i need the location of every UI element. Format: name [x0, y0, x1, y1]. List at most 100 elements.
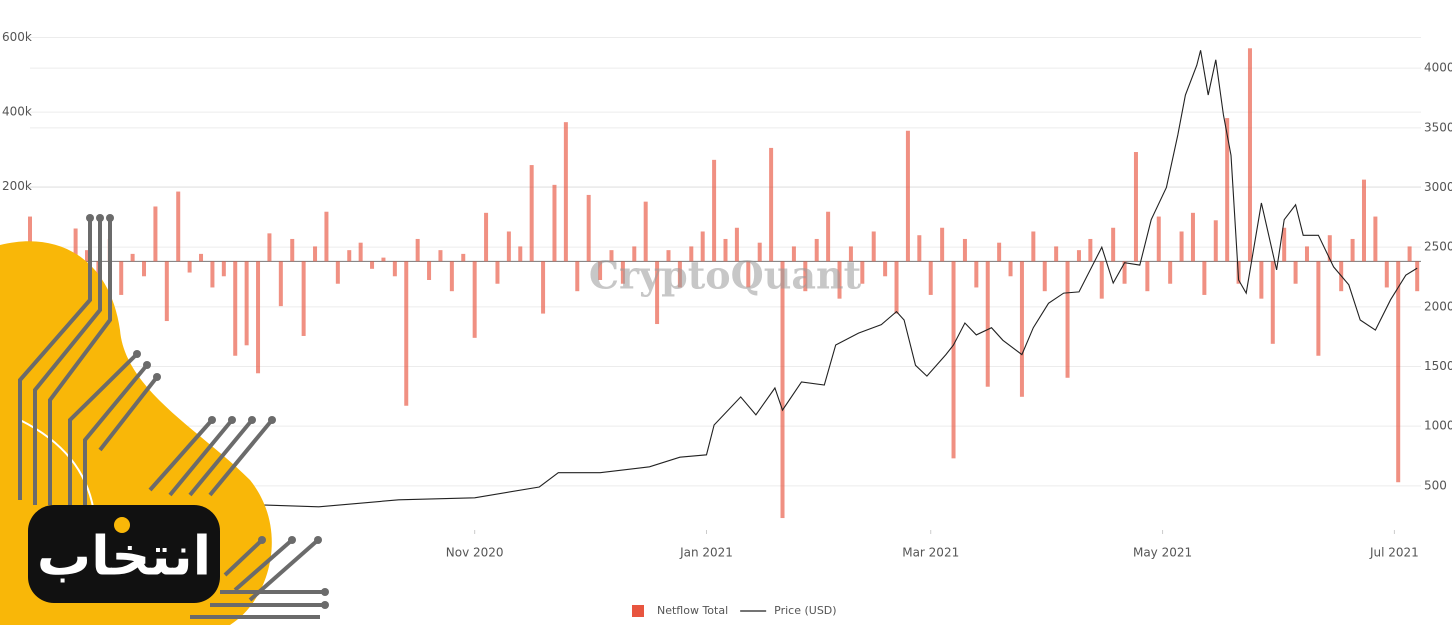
bar: [620, 261, 625, 284]
bar: [472, 261, 477, 338]
bar: [438, 250, 443, 262]
bar: [381, 257, 386, 262]
bar: [290, 238, 295, 262]
bar: [643, 201, 648, 262]
y2-tick-label: 1500: [1424, 359, 1452, 373]
bar: [153, 206, 158, 262]
bar: [1031, 231, 1036, 262]
bar: [1327, 235, 1332, 262]
bar: [1316, 261, 1321, 356]
bar: [586, 194, 591, 262]
bar: [1179, 231, 1184, 262]
bar: [1088, 238, 1093, 262]
bar: [871, 231, 876, 262]
bar: [666, 250, 671, 262]
bar: [746, 261, 751, 288]
bar: [404, 261, 409, 406]
bar: [461, 253, 466, 262]
logo: انتخاب: [0, 214, 329, 625]
bar: [1111, 227, 1116, 262]
y2-tick-label: 1000: [1424, 419, 1452, 433]
x-tick-label: Nov 2020: [446, 546, 504, 560]
bar: [1008, 261, 1013, 277]
bar: [940, 227, 945, 262]
logo-coin: [114, 517, 130, 533]
bar: [358, 242, 363, 262]
x-tick-label: Jul 2021: [1369, 546, 1419, 560]
y2-tick-label: 500: [1424, 478, 1447, 492]
bar: [119, 261, 124, 295]
bar: [73, 228, 78, 262]
bar: [392, 261, 397, 277]
bar: [1361, 179, 1366, 262]
bar: [256, 261, 261, 374]
bar: [655, 261, 660, 325]
bar: [415, 238, 420, 262]
bar: [1350, 238, 1355, 262]
y2-tick-label: 3500: [1424, 120, 1452, 134]
legend: Netflow Total Price (USD): [632, 604, 837, 617]
bar: [1293, 261, 1298, 284]
bar: [28, 216, 32, 262]
bar: [1019, 261, 1024, 397]
bar: [347, 250, 352, 262]
bar: [962, 238, 967, 262]
bar: [1304, 246, 1309, 262]
bar: [142, 261, 147, 277]
bar: [1076, 250, 1081, 262]
bar: [301, 261, 306, 336]
bar: [1099, 261, 1104, 299]
bar: [712, 159, 717, 262]
y-tick-label: 200k: [2, 179, 32, 193]
bar: [563, 122, 568, 262]
bar: [883, 261, 888, 277]
bar: [1407, 246, 1412, 262]
bar: [791, 246, 796, 262]
bar: [324, 211, 329, 262]
bar: [723, 238, 728, 262]
bar: [176, 191, 181, 262]
bar: [267, 233, 272, 262]
bar: [609, 250, 614, 262]
bar: [1122, 261, 1127, 284]
bar: [1145, 261, 1150, 292]
bar: [210, 261, 215, 288]
bar: [130, 253, 135, 262]
bar: [1247, 48, 1252, 262]
logo-text: انتخاب: [37, 525, 211, 588]
logo-circuit: [18, 218, 325, 619]
bar: [1202, 261, 1207, 295]
y-tick-label: 600k: [2, 30, 32, 44]
bar: [552, 184, 557, 262]
bar: [928, 261, 933, 295]
bar: [1270, 261, 1275, 344]
bar: [837, 261, 842, 299]
bar: [1384, 261, 1389, 288]
logo-dots: [86, 214, 329, 609]
watermark: CryptoQuant: [589, 253, 862, 298]
bar: [1168, 261, 1173, 284]
bar: [905, 130, 910, 262]
bar: [848, 246, 853, 262]
bar: [917, 235, 922, 262]
bar: [187, 261, 192, 273]
bar: [677, 261, 682, 288]
bar: [370, 261, 375, 269]
y2-tick-label: 3000: [1424, 180, 1452, 194]
bar: [1156, 216, 1161, 262]
bar: [529, 165, 534, 262]
bar: [769, 147, 774, 262]
bar: [518, 246, 523, 262]
bar: [541, 261, 546, 314]
bar: [233, 261, 238, 356]
x-tick-label: Jan 2021: [679, 546, 733, 560]
bar: [894, 261, 899, 314]
bar: [860, 261, 865, 284]
logo-box: [28, 505, 220, 603]
bar: [1133, 152, 1138, 262]
bar: [734, 227, 739, 262]
bar: [1065, 261, 1070, 378]
bar: [313, 246, 318, 262]
bar: [427, 261, 432, 280]
